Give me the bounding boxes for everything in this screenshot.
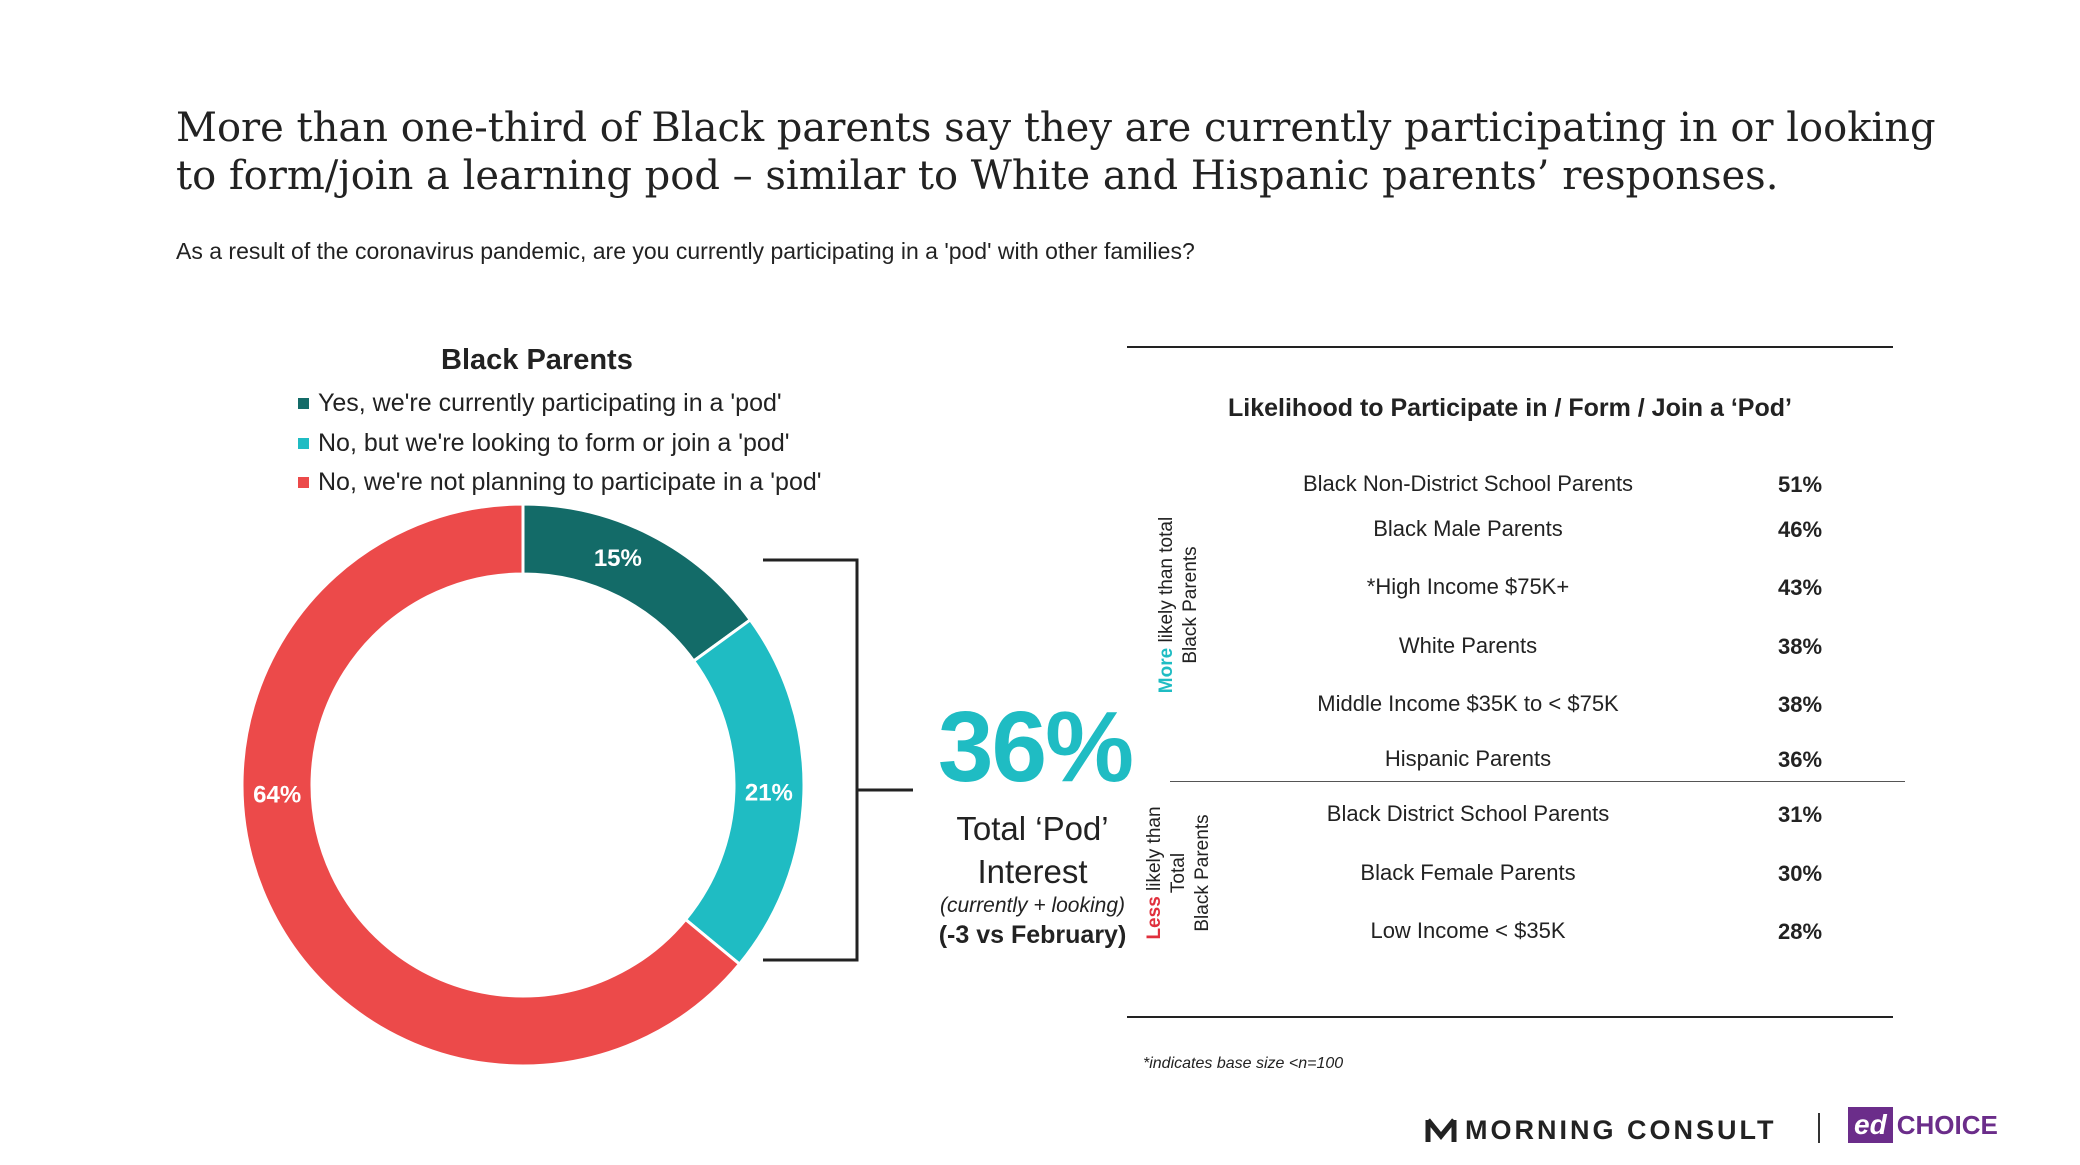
group-label-less-rest: likely than <box>1144 806 1165 897</box>
morning-consult-logo-icon <box>1425 1118 1457 1142</box>
table-row-label: Middle Income $35K to < $75K <box>1317 691 1619 716</box>
group-emphasis-more: More <box>1156 647 1177 694</box>
table-row-value: 43% <box>1777 575 1823 600</box>
page-title: More than one-third of Black parents say… <box>176 105 1936 199</box>
total-interest-note: (currently + looking) <box>940 894 1125 917</box>
table-row-value: 38% <box>1777 692 1823 717</box>
table-row-value: 46% <box>1777 517 1823 542</box>
table-row-value: 51% <box>1777 472 1823 497</box>
group-divider <box>1170 781 1905 782</box>
group-label-less: Less likely than Total Black Parents <box>1143 793 1215 953</box>
legend-swatch-icon <box>298 477 309 488</box>
survey-question: As a result of the coronavirus pandemic,… <box>176 238 1195 264</box>
legend-label: Yes, we're currently participating in a … <box>318 389 782 417</box>
total-interest-label: Total ‘Pod’ <box>956 810 1109 847</box>
total-interest-change: (-3 vs February) <box>938 921 1127 949</box>
legend-item-looking: No, but we're looking to form or join a … <box>298 429 790 458</box>
group-label-less-line3: Black Parents <box>1192 814 1213 932</box>
total-interest-label-2: Interest <box>977 853 1088 890</box>
table-title: Likelihood to Participate in / Form / Jo… <box>1228 394 1792 422</box>
morning-consult-logo: MORNING CONSULT <box>1465 1115 1777 1145</box>
legend-label: No, we're not planning to participate in… <box>318 468 822 496</box>
group-label-more: More likely than total Black Parents <box>1155 500 1203 710</box>
edchoice-text: CHOICE <box>1896 1109 1998 1140</box>
table-row-value: 30% <box>1777 861 1823 886</box>
group-label-less-line2: Total <box>1168 852 1189 894</box>
table-row-label: *High Income $75K+ <box>1366 574 1570 599</box>
donut-chart-title: Black Parents <box>441 344 633 376</box>
table-row-value: 28% <box>1777 919 1823 944</box>
table-bottom-rule <box>1127 1016 1893 1018</box>
edchoice-mark: ed <box>1848 1107 1893 1143</box>
table-row-value: 31% <box>1777 802 1823 827</box>
legend-swatch-icon <box>298 398 309 409</box>
table-row-label: White Parents <box>1398 633 1538 658</box>
donut-data-label-1: 21% <box>745 780 793 807</box>
group-emphasis-less: Less <box>1144 896 1165 940</box>
table-row-value: 38% <box>1777 634 1823 659</box>
legend-item-not-planning: No, we're not planning to participate in… <box>298 468 822 497</box>
table-row-label: Black District School Parents <box>1326 801 1610 826</box>
legend-label: No, but we're looking to form or join a … <box>318 429 790 457</box>
table-row-value: 36% <box>1777 747 1823 772</box>
legend-item-yes: Yes, we're currently participating in a … <box>298 389 782 418</box>
donut-slice-2 <box>240 502 742 1068</box>
table-top-rule <box>1127 346 1893 348</box>
legend-swatch-icon <box>298 438 309 449</box>
table-row-label: Low Income < $35K <box>1370 918 1566 943</box>
brand-separator <box>1818 1113 1820 1143</box>
table-row-label: Black Female Parents <box>1360 860 1576 885</box>
table-row-label: Black Non-District School Parents <box>1302 471 1634 496</box>
group-label-more-rest: likely than total <box>1156 516 1177 648</box>
donut-data-label-2: 64% <box>253 781 301 808</box>
donut-data-label-0: 15% <box>594 545 642 572</box>
total-interest-value: 36% <box>937 691 1134 803</box>
group-label-more-line2: Black Parents <box>1180 546 1201 664</box>
table-row-label: Black Male Parents <box>1373 516 1563 541</box>
footnote: *indicates base size <n=100 <box>1143 1055 1344 1072</box>
table-row-label: Hispanic Parents <box>1384 746 1552 771</box>
edchoice-logo: ed CHOICE <box>1848 1107 1998 1143</box>
